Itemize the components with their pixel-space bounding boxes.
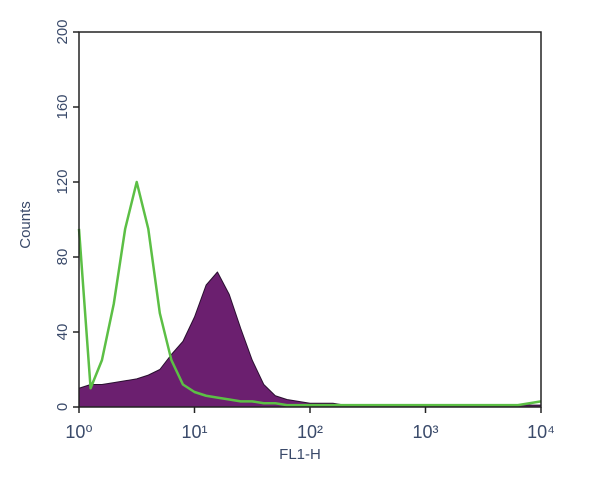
- y-tick-label: 120: [54, 169, 71, 194]
- x-tick-label: 10⁴: [527, 422, 555, 442]
- y-tick-label: 200: [54, 19, 71, 44]
- x-axis-label: FL1-H: [279, 446, 321, 463]
- plot-frame: [78, 31, 542, 408]
- y-tick-label: 80: [54, 249, 71, 266]
- histogram-line: [77, 180, 542, 407]
- x-tick-label: 10²: [297, 422, 323, 442]
- y-tick-label: 40: [54, 324, 71, 341]
- histogram-area: [78, 271, 542, 408]
- x-tick-label: 10¹: [181, 422, 207, 442]
- y-tick-label: 160: [54, 94, 71, 119]
- x-tick-label: 10⁰: [65, 422, 92, 442]
- y-axis-label: Counts: [17, 201, 34, 249]
- x-tick-label: 10³: [412, 422, 438, 442]
- y-tick-label: 0: [54, 403, 71, 411]
